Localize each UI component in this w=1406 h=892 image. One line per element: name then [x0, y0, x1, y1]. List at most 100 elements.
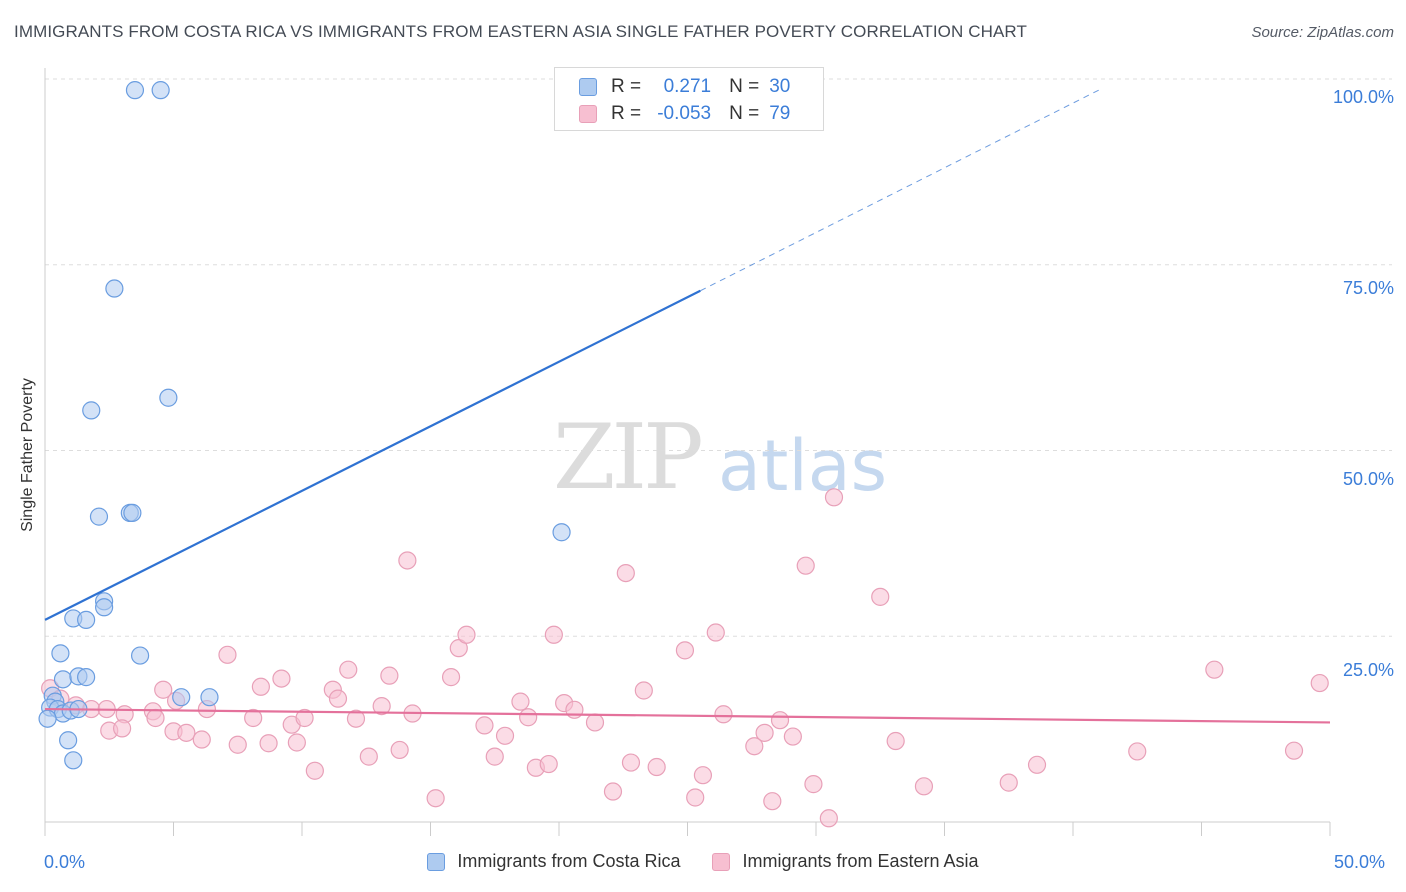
eastern-asia-point — [441, 668, 461, 687]
costa-rica-point — [38, 709, 57, 728]
y-tick-label-100: 100.0% — [1332, 87, 1394, 107]
eastern-asia-point — [511, 692, 530, 711]
eastern-asia-point — [287, 733, 306, 752]
legend-r-value-eastern-asia: -0.053 — [657, 103, 712, 124]
costa-rica-point — [200, 688, 219, 707]
eastern-asia-point — [390, 740, 409, 760]
costa-rica-point — [51, 644, 70, 663]
watermark-zip: ZIP — [553, 405, 704, 510]
y-tick-label-25: 25.0% — [1342, 660, 1394, 680]
legend-swatch-pink — [712, 852, 731, 871]
legend-r-value-costa-rica: 0.271 — [663, 76, 712, 97]
watermark-atlas: atlas — [718, 425, 888, 507]
eastern-asia-point — [495, 726, 515, 745]
series-eastern-asia-points — [41, 488, 1329, 828]
eastern-asia-point — [1128, 742, 1147, 761]
x-tick-label-0: 0.0% — [44, 852, 86, 872]
legend-n-value-costa-rica: 30 — [769, 76, 791, 97]
eastern-asia-point — [112, 719, 132, 738]
eastern-asia-point — [871, 587, 890, 606]
eastern-asia-point — [295, 708, 314, 728]
legend-item-eastern-asia: Immigrants from Eastern Asia — [712, 851, 979, 872]
eastern-asia-point — [1284, 741, 1304, 760]
eastern-asia-point — [616, 563, 635, 583]
trend-line-costa-rica-extension — [700, 89, 1099, 292]
costa-rica-point — [53, 670, 73, 689]
legend-r-label: R = — [611, 76, 642, 97]
legend-row-eastern-asia: R = -0.053 N = 79 — [579, 101, 790, 127]
series-legend: Immigrants from Costa Rica Immigrants fr… — [0, 851, 1406, 872]
eastern-asia-point — [796, 556, 815, 575]
costa-rica-point — [77, 668, 96, 687]
eastern-asia-point — [544, 625, 563, 644]
trend-line-eastern-asia — [44, 707, 1331, 724]
legend-n-value-eastern-asia: 79 — [769, 103, 791, 124]
eastern-asia-point — [565, 700, 584, 719]
eastern-asia-point — [426, 789, 445, 808]
eastern-asia-point — [647, 757, 666, 777]
y-tick-label-50: 50.0% — [1342, 469, 1394, 489]
eastern-asia-point — [763, 792, 782, 811]
legend-swatch-blue — [427, 852, 446, 871]
eastern-asia-point — [177, 723, 196, 742]
eastern-asia-point — [585, 713, 605, 732]
eastern-asia-point — [886, 731, 905, 751]
costa-rica-point — [105, 279, 124, 298]
costa-rica-point — [552, 523, 571, 542]
legend-item-costa-rica: Immigrants from Costa Rica — [427, 851, 680, 872]
legend-swatch-pink — [579, 105, 597, 123]
legend-n-label: N = — [729, 103, 760, 124]
costa-rica-point — [125, 81, 145, 100]
eastern-asia-point — [770, 711, 790, 730]
eastern-asia-point — [804, 775, 823, 794]
eastern-asia-point — [714, 705, 733, 724]
eastern-asia-point — [457, 625, 476, 644]
eastern-asia-point — [449, 639, 468, 658]
costa-rica-point — [172, 688, 191, 707]
eastern-asia-point — [359, 747, 378, 766]
eastern-asia-point — [745, 737, 764, 756]
costa-rica-point — [77, 610, 96, 630]
eastern-asia-point — [783, 727, 802, 746]
costa-rica-point — [64, 751, 83, 770]
chart-title: IMMIGRANTS FROM COSTA RICA VS IMMIGRANTS… — [14, 22, 1027, 41]
gridlines — [45, 78, 1392, 637]
eastern-asia-point — [380, 666, 399, 685]
eastern-asia-point — [755, 723, 774, 742]
eastern-asia-point — [706, 623, 725, 642]
legend-row-costa-rica: R = 0.271 N = 30 — [579, 74, 790, 100]
eastern-asia-point — [218, 645, 237, 664]
eastern-asia-point — [539, 754, 558, 774]
correlation-legend: R = 0.271 N = 30 R = -0.053 N = 79 — [554, 67, 824, 131]
costa-rica-point — [130, 646, 150, 665]
eastern-asia-point — [1027, 755, 1047, 774]
trend-line-costa-rica — [44, 289, 701, 621]
costa-rica-point — [123, 503, 142, 523]
eastern-asia-point — [485, 747, 504, 766]
costa-rica-point — [59, 731, 78, 750]
legend-label-eastern-asia: Immigrants from Eastern Asia — [742, 851, 979, 871]
eastern-asia-point — [686, 788, 705, 807]
costa-rica-point — [89, 507, 109, 526]
eastern-asia-point — [675, 641, 695, 660]
eastern-asia-point — [228, 735, 247, 754]
eastern-asia-point — [154, 680, 173, 699]
eastern-asia-point — [621, 753, 641, 772]
series-costa-rica-points — [38, 81, 571, 770]
source-credit: Source: ZipAtlas.com — [1251, 24, 1394, 41]
eastern-asia-point — [244, 708, 263, 728]
eastern-asia-point — [251, 677, 270, 696]
eastern-asia-point — [339, 660, 358, 679]
eastern-asia-point — [328, 689, 348, 708]
eastern-asia-point — [1310, 673, 1329, 693]
eastern-asia-point — [398, 551, 417, 570]
costa-rica-point — [82, 401, 101, 420]
legend-swatch-blue — [579, 78, 597, 96]
eastern-asia-point — [146, 708, 165, 728]
costa-rica-point — [95, 598, 114, 617]
x-tick-label-50: 50.0% — [1334, 852, 1386, 872]
legend-r-label: R = — [611, 103, 642, 124]
eastern-asia-point — [824, 488, 844, 507]
eastern-asia-point — [999, 773, 1018, 792]
